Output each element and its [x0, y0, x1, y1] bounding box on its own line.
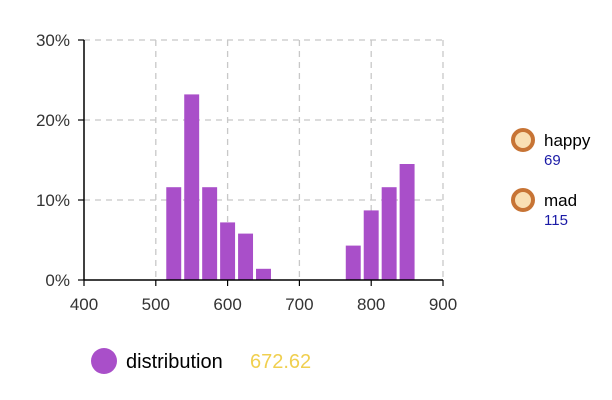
y-tick-label: 10% — [36, 191, 70, 210]
distribution-value: 672.62 — [250, 351, 311, 373]
x-tick-label: 800 — [357, 295, 385, 314]
histogram-bar — [345, 245, 361, 280]
mad-value: 115 — [544, 212, 568, 229]
y-tick-label: 20% — [36, 111, 70, 130]
happy-value: 69 — [544, 152, 561, 169]
histogram-bar — [202, 187, 218, 280]
histogram-bar — [166, 187, 182, 280]
x-tick-label: 500 — [142, 295, 170, 314]
x-tick-labels: 400 500 600 700 800 900 — [70, 280, 457, 314]
series-legend: distribution 672.62 — [91, 348, 311, 374]
y-tick-label: 30% — [36, 31, 70, 50]
histogram-bar — [399, 164, 415, 280]
mad-label: mad — [544, 191, 577, 210]
marker-legend: happy 69 mad 115 — [511, 128, 591, 229]
y-tick-label: 0% — [45, 271, 70, 290]
histogram-bar — [220, 222, 236, 280]
histogram-bar — [363, 210, 379, 280]
x-tick-label: 700 — [285, 295, 313, 314]
x-tick-label: 600 — [213, 295, 241, 314]
axes — [83, 40, 443, 281]
histogram-bar — [256, 268, 271, 280]
y-tick-labels: 0% 10% 20% 30% — [36, 31, 84, 290]
x-tick-label: 900 — [429, 295, 457, 314]
legend-item-mad: mad 115 — [511, 188, 577, 229]
bars — [166, 94, 415, 281]
x-tick-label: 400 — [70, 295, 98, 314]
distribution-label: distribution — [126, 351, 223, 373]
legend-item-happy: happy 69 — [511, 128, 591, 169]
histogram-bar — [238, 233, 254, 280]
mad-marker-icon — [511, 188, 535, 212]
happy-marker-icon — [511, 128, 535, 152]
distribution-swatch-icon — [91, 348, 117, 374]
histogram-bar — [184, 94, 200, 281]
happy-label: happy — [544, 131, 591, 150]
histogram-bar — [381, 187, 397, 280]
